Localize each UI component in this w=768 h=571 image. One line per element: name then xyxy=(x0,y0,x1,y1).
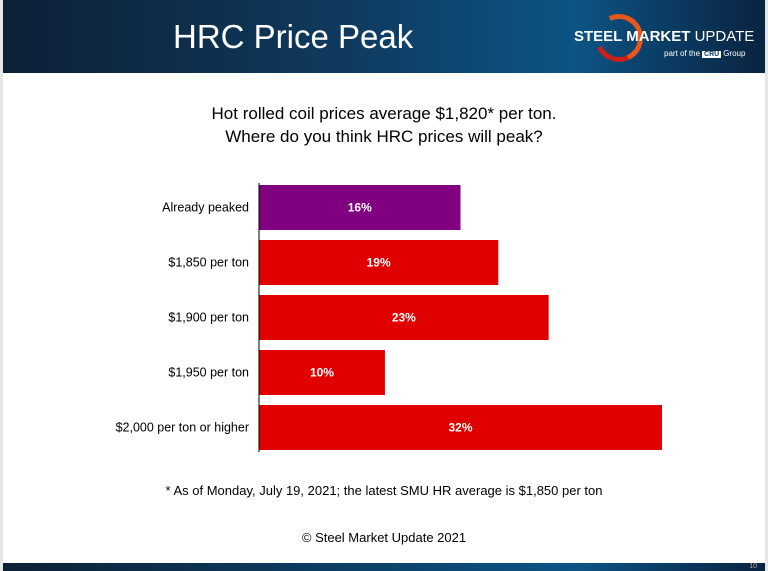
category-label: $1,950 per ton xyxy=(168,366,249,380)
bar-chart: 16% Already peaked 19% $1,850 per ton 23% $1,… xyxy=(116,183,662,452)
data-label: 19% xyxy=(367,256,391,270)
question-line-1: Hot rolled coil prices average $1,820* p… xyxy=(211,104,557,123)
logo-bold: STEEL MARKET xyxy=(574,28,691,45)
bar xyxy=(259,350,385,395)
bar xyxy=(259,405,662,450)
question-line-2: Where do you think HRC prices will peak? xyxy=(225,127,543,146)
category-label: Already peaked xyxy=(162,201,249,215)
data-label: 16% xyxy=(348,201,372,215)
bar xyxy=(259,185,461,230)
logo-sub-before: part of the xyxy=(664,49,701,58)
copyright: © Steel Market Update 2021 xyxy=(301,530,467,545)
page-number: 10 xyxy=(749,563,757,570)
footer-bar: 10 xyxy=(3,563,765,571)
logo-sub: part of the CRU Group xyxy=(664,49,745,58)
page-title: HRC Price Peak xyxy=(173,18,414,55)
logo-sub-after: Group xyxy=(723,49,746,58)
bar xyxy=(259,295,549,340)
data-label: 10% xyxy=(310,366,334,380)
logo: STEEL MARKET UPDATE xyxy=(574,28,754,45)
slide: HRC Price Peak STEEL MARKET UPDATE part … xyxy=(3,0,765,571)
category-label: $1,850 per ton xyxy=(168,256,249,270)
logo-light: UPDATE xyxy=(694,28,755,45)
header-bar: HRC Price Peak STEEL MARKET UPDATE part … xyxy=(3,0,765,73)
footnote: * As of Monday, July 19, 2021; the lates… xyxy=(165,483,603,498)
data-label: 23% xyxy=(392,311,416,325)
bar xyxy=(259,240,499,285)
category-label: $2,000 per ton or higher xyxy=(116,421,249,435)
logo-sub-box: CRU xyxy=(702,51,722,58)
category-label: $1,900 per ton xyxy=(168,311,249,325)
data-label: 32% xyxy=(448,421,472,435)
